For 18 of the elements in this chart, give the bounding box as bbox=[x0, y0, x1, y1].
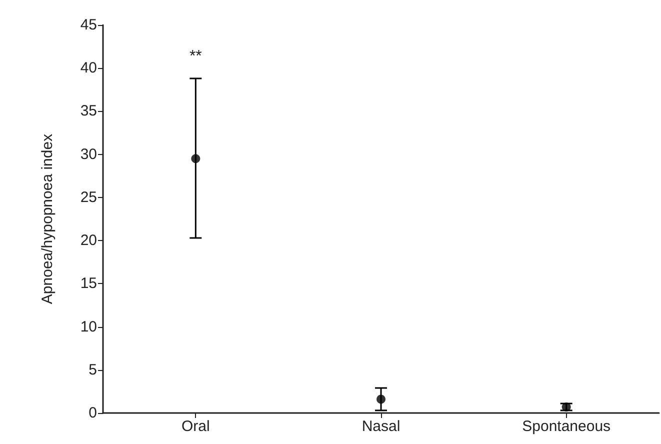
y-tick-label: 10 bbox=[80, 318, 97, 336]
y-tick-label: 25 bbox=[80, 188, 97, 206]
y-tick-label: 45 bbox=[80, 16, 97, 34]
y-tick-label: 35 bbox=[80, 102, 97, 120]
point bbox=[191, 154, 200, 164]
point bbox=[562, 402, 571, 412]
point bbox=[376, 394, 386, 404]
y-tick-label: 0 bbox=[88, 404, 97, 422]
y-tick-label: 30 bbox=[80, 146, 97, 163]
x-tick-label: Nasal bbox=[362, 418, 400, 435]
y-tick-label: 20 bbox=[80, 232, 97, 250]
y-tick-label: 5 bbox=[88, 361, 97, 378]
x-tick-label: Spontaneous bbox=[522, 418, 611, 435]
y-axis-title: Apnoea/hypopnoea index bbox=[39, 133, 56, 304]
y-tick-label: 40 bbox=[80, 60, 97, 77]
y-tick-label: 15 bbox=[80, 275, 97, 292]
annotation: ** bbox=[189, 48, 202, 65]
x-tick-label: Oral bbox=[181, 418, 210, 435]
